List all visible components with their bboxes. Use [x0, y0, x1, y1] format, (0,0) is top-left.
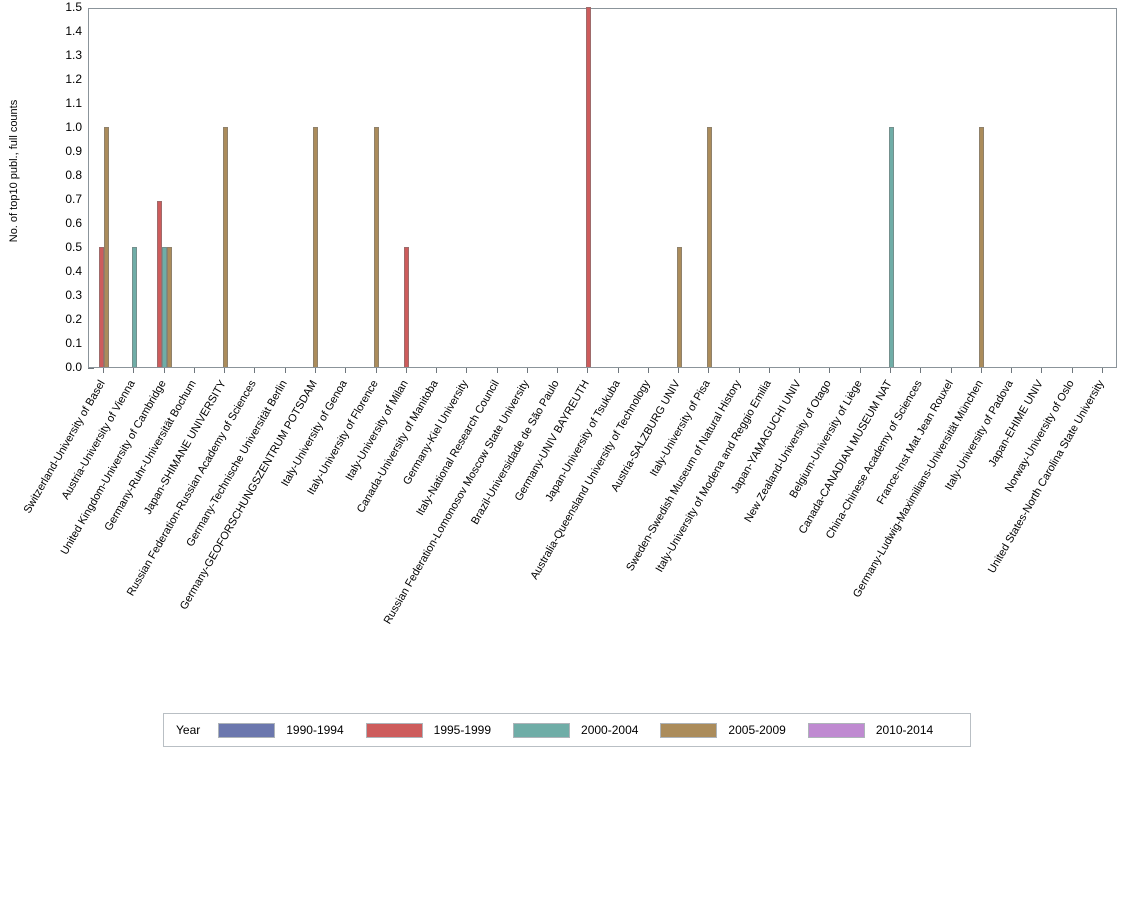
legend-item[interactable]: 2005-2009 — [660, 722, 786, 738]
x-axis-tick — [466, 368, 468, 373]
x-axis-tick — [496, 368, 498, 373]
bar — [706, 127, 712, 367]
y-axis-tick-label: 0.1 — [65, 336, 82, 350]
x-axis-tick — [950, 368, 952, 373]
legend-label: 2005-2009 — [728, 723, 786, 737]
legend-label: 1990-1994 — [286, 723, 344, 737]
y-axis-tick-label: 1.5 — [65, 0, 82, 14]
y-axis-tick-label: 1.1 — [65, 96, 82, 110]
y-axis-tick-labels: 0.0 0.1 0.2 0.3 0.4 0.5 0.6 0.7 0.8 0.9 1.0 1.1 1.2 1… — [0, 0, 82, 376]
bar — [131, 247, 137, 367]
legend-label: 1995-1999 — [433, 723, 492, 737]
y-axis-tick-label: 1.4 — [65, 24, 82, 38]
bar — [979, 127, 985, 367]
x-axis-ticks — [88, 368, 1117, 374]
plot-area — [88, 7, 1117, 368]
x-axis-tick — [708, 368, 710, 373]
legend-item[interactable]: 1995-1999 — [365, 722, 492, 738]
x-axis-tick — [617, 368, 619, 373]
x-axis-tick — [920, 368, 922, 373]
bar — [157, 201, 163, 367]
legend-swatch — [513, 722, 571, 738]
legend-items: 1990-1994 1995-1999 2000-2004 2005-2009 2010… — [218, 722, 955, 738]
x-axis-tick — [587, 368, 589, 373]
y-axis-tick-label: 0.3 — [65, 288, 82, 302]
x-axis-tick — [799, 368, 801, 373]
legend-swatch — [807, 722, 865, 738]
y-axis-tick-label: 0.5 — [65, 240, 82, 254]
bar — [888, 127, 894, 367]
y-axis-tick-label: 0.6 — [65, 216, 82, 230]
x-axis-tick — [1011, 368, 1013, 373]
x-axis-tick — [890, 368, 891, 373]
x-axis-tick — [829, 368, 831, 373]
bar — [99, 247, 105, 367]
legend-swatch — [365, 722, 423, 738]
bar — [374, 127, 379, 367]
y-axis-tick — [88, 368, 94, 369]
y-axis-tick-label: 0.8 — [65, 168, 82, 182]
x-axis-tick — [284, 368, 286, 373]
x-axis-tick — [526, 368, 528, 373]
legend-item[interactable]: 2000-2004 — [513, 722, 639, 738]
x-axis-tick — [254, 368, 256, 373]
y-axis-tick-label: 0.7 — [65, 192, 82, 206]
x-axis-tick — [768, 368, 770, 373]
bar — [104, 127, 110, 367]
y-axis-tick-label: 0.9 — [65, 144, 82, 158]
x-axis-tick — [405, 368, 407, 373]
x-axis-tick — [647, 368, 649, 373]
bar — [167, 247, 173, 367]
x-axis-tick — [678, 368, 680, 373]
x-axis-tick — [738, 368, 740, 373]
legend-title: Year — [176, 723, 201, 737]
y-axis-tick-label: 0.4 — [65, 264, 82, 278]
x-axis-tick — [103, 368, 105, 373]
bar — [162, 247, 168, 367]
y-axis-tick-label: 1.0 — [65, 120, 82, 134]
y-axis-tick-label: 1.3 — [65, 48, 82, 62]
x-axis-tick — [1101, 368, 1103, 373]
x-axis-tick-labels: Switzerland-University of Basel Austria-U… — [22, 378, 1107, 626]
x-axis-tick — [980, 368, 982, 373]
bar-series-container — [89, 7, 1116, 367]
legend-item[interactable]: 2010-2014 — [807, 722, 934, 738]
x-axis-tick — [557, 368, 559, 373]
y-axis-tick-label: 0.0 — [65, 360, 82, 374]
bar — [404, 247, 410, 367]
x-axis-tick — [1041, 368, 1043, 373]
bar — [313, 127, 319, 367]
x-axis-tick — [859, 368, 861, 373]
x-axis-tick — [133, 368, 135, 373]
x-axis-tick — [163, 368, 165, 373]
y-axis-tick-label: 0.2 — [65, 312, 82, 326]
x-axis-tick — [436, 368, 438, 373]
bar — [222, 127, 228, 367]
legend-swatch — [660, 722, 718, 738]
legend: Year 1990-1994 1995-1999 2000-2004 2005-200… — [163, 713, 971, 747]
y-axis-tick-label: 1.2 — [65, 72, 82, 86]
x-axis-tick — [1071, 368, 1073, 373]
x-axis-tick — [345, 368, 347, 373]
legend-label: 2000-2004 — [581, 723, 639, 737]
bar — [676, 247, 682, 367]
x-axis-tick — [314, 368, 316, 373]
x-axis-tick — [224, 368, 226, 373]
legend-swatch — [218, 722, 276, 738]
chart-root: No. of top10 publ., full counts 0.0 0.1 0.… — [0, 0, 1117, 747]
legend-label: 2010-2014 — [875, 723, 934, 737]
x-axis-tick — [375, 368, 377, 373]
bar — [585, 7, 591, 367]
x-axis-tick — [193, 368, 195, 373]
legend-item[interactable]: 1990-1994 — [218, 722, 344, 738]
